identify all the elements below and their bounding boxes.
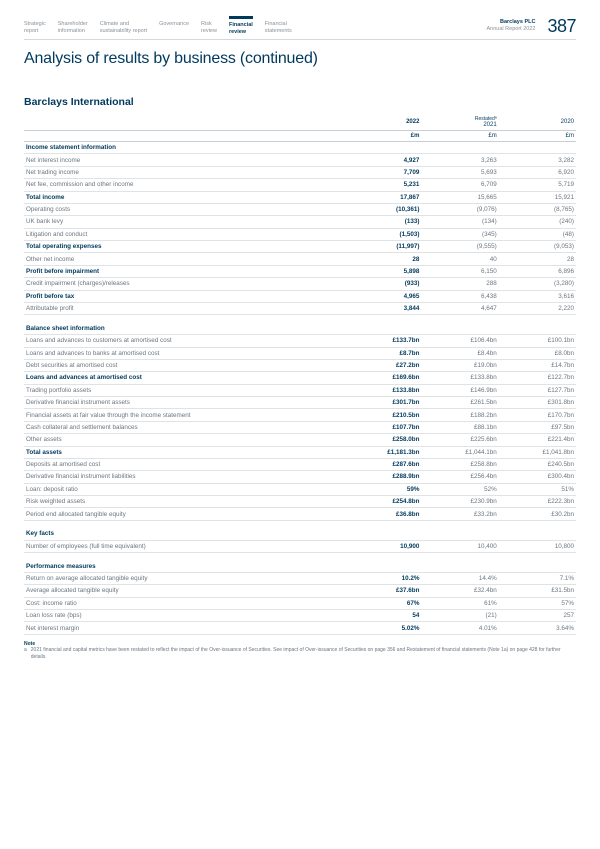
table-row: Cash collateral and settlement balances£… (24, 421, 576, 433)
nav-item[interactable]: Climate andsustainability report (100, 16, 147, 35)
table-row: Attributable profit3,8444,6472,220 (24, 302, 576, 314)
table-row: Number of employees (full time equivalen… (24, 540, 576, 552)
group-header: Key facts (24, 528, 344, 540)
table-row: Cost: income ratio67%61%57% (24, 597, 576, 609)
col-2020: 2020 (499, 114, 576, 131)
table-row: Total assets£1,181.3bn£1,044.1bn£1,041.8… (24, 446, 576, 458)
table-row: Loans and advances at amortised cost£169… (24, 372, 576, 384)
footnote: Note a 2021 financial and capital metric… (24, 641, 576, 661)
table-row: Loan: deposit ratio59%52%51% (24, 483, 576, 495)
col-2021: Restatedª 2021 (421, 114, 498, 131)
table-row: Profit before impairment5,8986,1506,896 (24, 265, 576, 277)
table-row: Average allocated tangible equity£37.6bn… (24, 585, 576, 597)
unit-2020: £m (499, 131, 576, 142)
table-row: Profit before tax4,9656,4383,616 (24, 290, 576, 302)
table-row: Net interest margin5.02%4.01%3.64% (24, 622, 576, 634)
table-row: Net fee, commission and other income5,23… (24, 179, 576, 191)
table-row: Derivative financial instrument assets£3… (24, 397, 576, 409)
table-row: Loan loss rate (bps)54(21)257 (24, 610, 576, 622)
table-row: Litigation and conduct(1,503)(345)(48) (24, 228, 576, 240)
table-row: Other net income284028 (24, 253, 576, 265)
table-row: Return on average allocated tangible equ… (24, 572, 576, 584)
section-heading: Barclays International (24, 96, 576, 108)
nav-item[interactable]: Governance (159, 16, 189, 28)
unit-2022: £m (344, 131, 421, 142)
group-header: Income statement information (24, 142, 344, 154)
company-block: Barclays PLCAnnual Report 2022 (487, 16, 536, 33)
table-row: Risk weighted assets£254.8bn£230.9bn£222… (24, 496, 576, 508)
table-row: Net interest income4,9273,2633,282 (24, 154, 576, 166)
financial-table: 2022 Restatedª 2021 2020 £m £m £m Income… (24, 114, 576, 635)
table-row: Loans and advances to banks at amortised… (24, 347, 576, 359)
table-row: Period end allocated tangible equity£36.… (24, 508, 576, 520)
table-row: UK bank levy(133)(134)(240) (24, 216, 576, 228)
unit-2021: £m (421, 131, 498, 142)
table-row: Loans and advances to customers at amort… (24, 335, 576, 347)
table-row: Debt securities at amortised cost£27.2bn… (24, 359, 576, 371)
table-row: Credit impairment (charges)/releases(933… (24, 278, 576, 290)
table-row: Financial assets at fair value through t… (24, 409, 576, 421)
table-row: Derivative financial instrument liabilit… (24, 471, 576, 483)
col-2022: 2022 (344, 114, 421, 131)
group-header: Performance measures (24, 561, 344, 573)
group-header: Balance sheet information (24, 323, 344, 335)
nav-item[interactable]: Financialreview (229, 16, 253, 36)
table-row: Total operating expenses(11,997)(9,555)(… (24, 241, 576, 253)
page-number: 387 (547, 16, 576, 37)
top-nav: Strategicreport Shareholderinformation Cli… (24, 16, 576, 40)
nav-item[interactable]: Financialstatements (265, 16, 292, 35)
page-title: Analysis of results by business (continu… (24, 50, 576, 68)
table-row: Net trading income7,7095,6936,920 (24, 166, 576, 178)
nav-item[interactable]: Strategicreport (24, 16, 46, 35)
table-row: Other assets£258.0bn£225.6bn£221.4bn (24, 434, 576, 446)
table-row: Deposits at amortised cost£287.6bn£258.8… (24, 458, 576, 470)
table-row: Total income17,86715,66515,921 (24, 191, 576, 203)
nav-item[interactable]: Shareholderinformation (58, 16, 88, 35)
table-row: Operating costs(10,361)(9,076)(8,765) (24, 203, 576, 215)
table-row: Trading portfolio assets£133.8bn£146.9bn… (24, 384, 576, 396)
nav-item[interactable]: Riskreview (201, 16, 217, 35)
